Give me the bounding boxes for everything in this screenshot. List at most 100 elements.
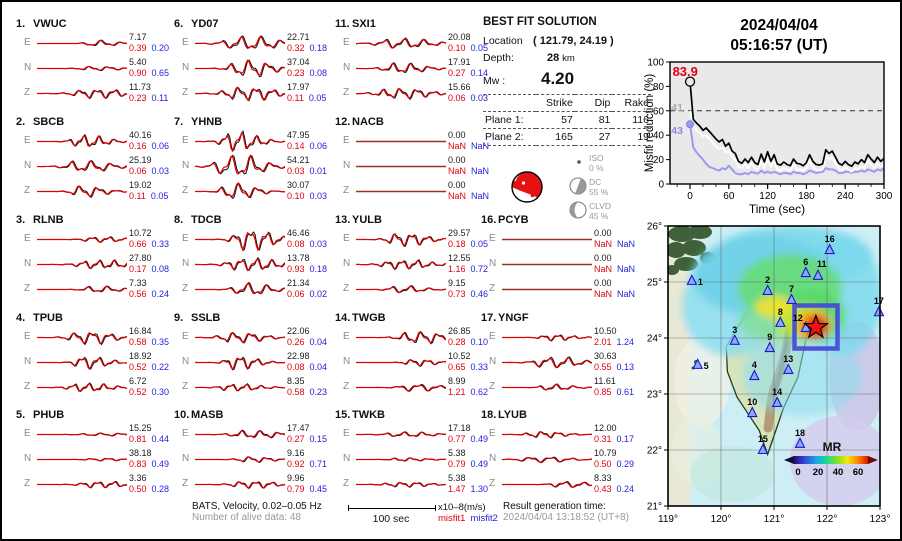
station-marker-6 (800, 266, 812, 278)
misfit2-value: NaN (617, 263, 636, 274)
station-code: VWUC (33, 18, 67, 30)
misfit2-value: 0.24 (151, 288, 170, 299)
scale-bar-line (349, 508, 435, 509)
station-number-label: 3 (732, 325, 737, 335)
misfit2-value: 0.02 (309, 288, 328, 299)
channel-label: Z (343, 283, 350, 294)
station-code: TPUB (33, 312, 63, 324)
station-code: MASB (191, 409, 224, 421)
channel-row-Z: Z 15.66 0.06 0.03 (335, 81, 493, 106)
misfit1-value: NaN (448, 140, 467, 151)
channel-label: N (24, 62, 32, 73)
channel-label: E (24, 233, 31, 244)
misfit1-value: 0.27 (448, 67, 466, 78)
amplitude-value: 20.08 (448, 32, 471, 42)
misfit1-value: 0.28 (448, 336, 466, 347)
channel-values: 0.00 NaN NaN (448, 155, 489, 176)
station-code: SBCB (33, 116, 65, 128)
misfit2-value: 0.06 (309, 140, 328, 151)
channel-row-N: N 38.18 0.83 0.49 (16, 447, 174, 472)
channel-row-N: N 54.21 0.03 0.01 (174, 154, 332, 179)
channel-label: N (24, 160, 32, 171)
station-number-label: 6 (803, 257, 808, 267)
amplitude-value: 0.00 (448, 130, 466, 140)
station-marker-7 (786, 293, 797, 304)
misfit1-value: 0.65 (448, 361, 466, 372)
channel-label: Z (343, 185, 350, 196)
station-title: 8. TDCB (174, 214, 332, 227)
channel-label: Z (343, 478, 350, 489)
channel-values: 10.50 2.01 1.24 (594, 326, 634, 347)
lat-tick-label: 24° (647, 334, 662, 345)
epicenter-star (802, 313, 830, 339)
misfit2-value: 0.49 (470, 433, 489, 444)
channel-values: 7.17 0.39 0.20 (129, 32, 169, 53)
start-marker-dot (686, 120, 695, 129)
misfit2-value: 0.04 (309, 336, 328, 347)
channel-values: 16.84 0.58 0.35 (129, 326, 169, 347)
amplitude-value: 9.15 (448, 278, 466, 288)
mr-field (682, 226, 880, 416)
amplitude-value: 8.99 (448, 376, 466, 386)
station-number: 10. (174, 409, 190, 421)
channel-row-E: E 10.72 0.66 0.33 (16, 227, 174, 252)
waveform-trace (502, 356, 592, 369)
colorbar-tick: 40 (833, 467, 844, 478)
depth-label: Depth: (483, 52, 514, 64)
amplitude-value: 17.91 (448, 57, 471, 67)
misfit1-value: NaN (448, 165, 467, 176)
waveform-trace (195, 456, 285, 464)
channel-row-Z: Z 0.00 NaN NaN (335, 179, 493, 204)
channel-label: N (343, 62, 351, 73)
channel-values: 21.34 0.06 0.02 (287, 278, 327, 299)
misfit2-value: 0.08 (309, 67, 328, 78)
misfit1-value: 0.06 (448, 92, 466, 103)
misfit1-value: 1.16 (448, 263, 466, 274)
station-title: 3. RLNB (16, 214, 174, 227)
station-number: 12. (335, 116, 351, 128)
channel-label: Z (24, 381, 31, 392)
waveform-trace (502, 456, 592, 464)
station-panel-PHUB: 5. PHUB E 15.25 0.81 0.44 N 38.18 0.83 0.49 Z 3.36 0… (16, 409, 174, 501)
series-reference (689, 110, 885, 173)
channel-values: 8.35 0.58 0.23 (287, 376, 327, 397)
clvd-icon (569, 201, 587, 219)
channel-row-E: E 22.71 0.32 0.18 (174, 31, 332, 56)
decomp-name: ISO (589, 153, 604, 163)
waveform-trace (195, 481, 285, 490)
misfit1-value: 0.58 (287, 386, 305, 397)
waveform-trace (195, 154, 285, 175)
channel-row-E: E 0.00 NaN NaN (335, 129, 493, 154)
x-axis-label: Time (sec) (749, 202, 805, 216)
station-number-label: 18 (795, 428, 805, 438)
station-number-label: 12 (793, 313, 803, 323)
channel-label: Z (182, 478, 189, 489)
misfit2-value: NaN (617, 238, 636, 249)
station-title: 17. YNGF (481, 312, 639, 325)
waveform-trace (37, 133, 127, 147)
channel-label: Z (343, 87, 350, 98)
waveform-trace (37, 65, 127, 72)
channel-values: 17.97 0.11 0.05 (287, 82, 326, 103)
misfit1-value: 0.52 (129, 386, 147, 397)
misfit2-value: 0.23 (309, 386, 328, 397)
decomp-name: DC (589, 177, 601, 187)
waveform-trace (37, 382, 127, 393)
channel-values: 9.15 0.73 0.46 (448, 278, 488, 299)
misfit1-value: 0.17 (129, 263, 147, 274)
waveform-trace (195, 59, 285, 78)
station-panel-TPUB: 4. TPUB E 16.84 0.58 0.35 N 18.92 0.52 0.22 Z 6.72 0… (16, 312, 174, 404)
amplitude-value: 17.47 (287, 423, 310, 433)
channel-label: Z (343, 381, 350, 392)
amplitude-value: 22.71 (287, 32, 310, 42)
channel-values: 8.33 0.43 0.24 (594, 473, 634, 494)
channel-row-E: E 10.50 2.01 1.24 (481, 325, 639, 350)
china-coast (668, 242, 686, 258)
station-code: YNGF (498, 312, 529, 324)
location-value: ( 121.79, 24.19 ) (533, 35, 614, 47)
waveform-trace (195, 383, 285, 392)
station-panel-TWKB: 15. TWKB E 17.18 0.77 0.49 N 5.38 0.79 0.49 Z 5.38 1… (335, 409, 493, 501)
channel-values: 22.06 0.26 0.04 (287, 326, 327, 347)
misfit2-value: 0.24 (616, 483, 635, 494)
amplitude-value: 47.95 (287, 130, 310, 140)
